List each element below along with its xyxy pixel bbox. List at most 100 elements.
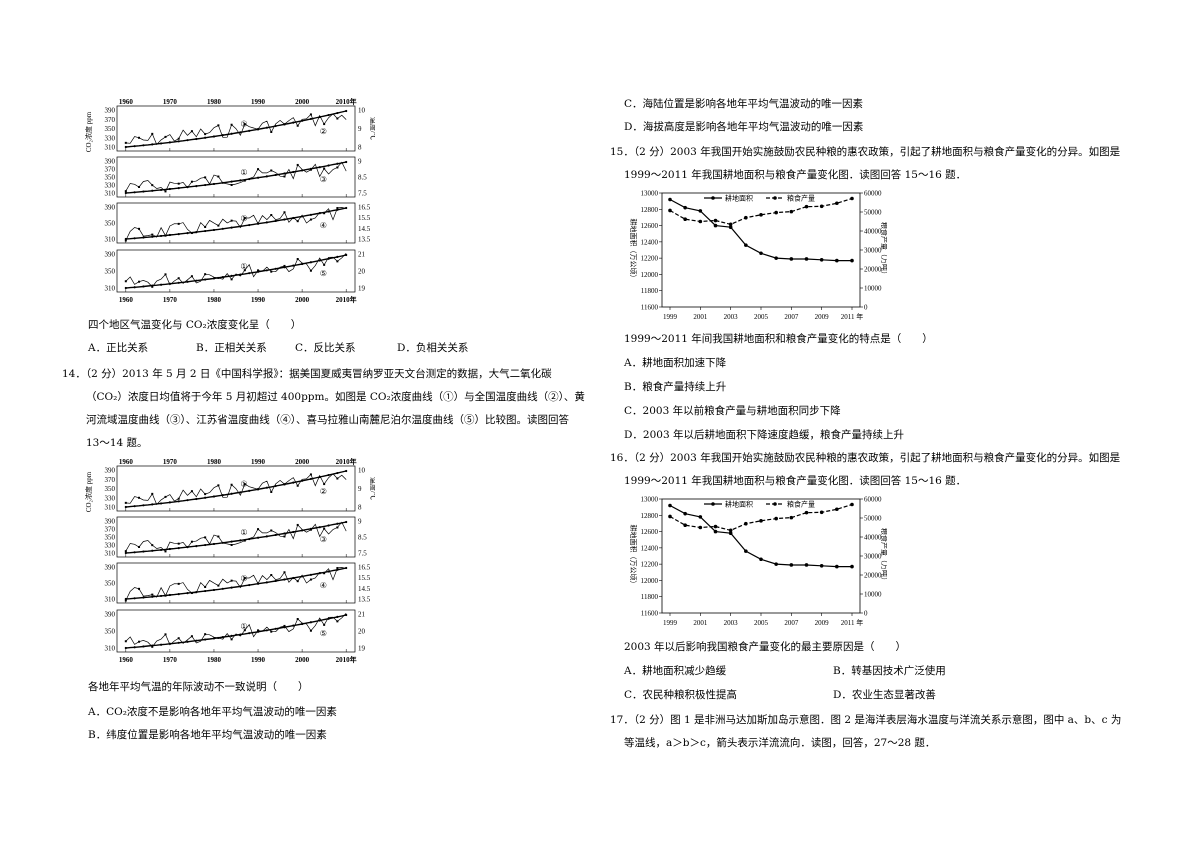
co2-tick-label: 310 (105, 550, 116, 558)
co2-point (221, 636, 224, 639)
q16-option-a[interactable]: A．耕地面积减少趋缓 (624, 665, 727, 677)
q16-option-c[interactable]: C．农民种粮积极性提高 (624, 689, 738, 701)
co2-point (177, 593, 180, 596)
temperature-point (336, 620, 339, 623)
q14-option-b[interactable]: B．纬度位置是影响各地年平均气温波动的唯一因素 (88, 729, 327, 741)
co2-point (124, 551, 127, 555)
panel-frame (116, 516, 356, 558)
temperature-point (190, 232, 193, 235)
co2-point (212, 182, 216, 186)
x-tick-label: 2009 (815, 619, 830, 627)
co2-point (204, 496, 207, 499)
temperature-point (138, 496, 141, 499)
temperature-point (151, 544, 154, 547)
data-point-farmland-area (759, 251, 763, 256)
temperature-point (124, 501, 127, 504)
q15-option-b[interactable]: B．粮食产量持续上升 (624, 381, 727, 393)
data-point-grain-production (789, 515, 794, 520)
q14-text-line: 河流域温度曲线（③）、江苏省温度曲线（④）、喜马拉雅山南麓尼泊尔温度曲线（⑤）比… (86, 414, 569, 426)
co2-point (133, 551, 136, 554)
x-tick-label: 2001 (693, 619, 708, 627)
temperature-point (138, 185, 141, 188)
co2-tick-label: 390 (105, 158, 116, 166)
q14-option-d[interactable]: D．海拔高度是影响各地年平均气温波动的唯一因素 (624, 121, 864, 133)
co2-point (327, 113, 330, 117)
temperature-point (283, 483, 286, 486)
temperature-point (190, 592, 193, 595)
curve-marker-co2: ① (240, 262, 247, 271)
bottom-year-label: 1990 (251, 296, 266, 304)
temperature-tick-label: 8.5 (358, 534, 367, 542)
temperature-axis-label: 温度/℃ (369, 117, 375, 140)
data-point-farmland-area (835, 258, 839, 263)
q15-option-d[interactable]: D．2003 年以后耕地面积下降速度趋缓，粮食产量持续上升 (624, 429, 904, 441)
co2-point (292, 170, 295, 174)
temperature-tick-label: 9 (358, 485, 362, 493)
data-point-grain-production (759, 519, 763, 523)
temperature-point (283, 175, 286, 178)
co2-point (274, 579, 277, 583)
q15-option-c[interactable]: C．2003 年以前粮食产量与耕地面积同步下降 (624, 405, 841, 417)
top-year-label: 1970 (163, 98, 178, 106)
data-point-farmland-area (683, 205, 687, 210)
series-line-farmland-area (669, 198, 852, 262)
co2-curve (125, 110, 347, 148)
q14-stem: 各地年平均气温的年际波动不一致说明（ ） (88, 681, 309, 693)
top-year-label: 2000 (295, 458, 310, 466)
q16-text-line: 1999～2011 年我国耕地面积与粮食产量变化图．读图回答 15～16 题． (624, 475, 967, 487)
plot-frame (661, 192, 861, 308)
co2-tick-label: 310 (105, 190, 116, 198)
q12-option-b[interactable]: B．正相关关系 (196, 342, 267, 354)
temperature-point (177, 542, 180, 545)
top-year-label: 1960 (119, 458, 134, 466)
co2-point (230, 634, 233, 637)
top-year-label: 1990 (251, 458, 266, 466)
x-tick-label: 2011 年 (841, 312, 864, 321)
co2-point (345, 469, 348, 473)
q12-option-a[interactable]: A．正比关系 (88, 342, 149, 354)
y-left-axis-label: 耕地面积（万公顷） (629, 525, 638, 588)
temperature-point (124, 239, 127, 242)
co2-point (159, 188, 163, 192)
co2-point (230, 492, 233, 495)
temperature-curve (125, 567, 347, 601)
co2-point (230, 226, 233, 229)
co2-point (133, 191, 136, 194)
co2-point (318, 166, 321, 169)
co2-point (248, 583, 251, 587)
q15-option-a[interactable]: A．耕地面积加速下降 (624, 357, 727, 369)
co2-point (230, 132, 233, 135)
data-point-grain-production (728, 222, 733, 227)
co2-point (327, 473, 330, 477)
curve-marker-co2: ① (240, 479, 247, 488)
temperature-tick-label: 10 (358, 107, 366, 115)
co2-point (151, 143, 154, 146)
temperature-point (243, 483, 246, 486)
bottom-year-label: 2010年 (336, 295, 357, 304)
plot-frame (661, 498, 861, 614)
co2-point (204, 229, 207, 233)
q12-option-d[interactable]: D．负相关关系 (397, 342, 469, 354)
data-point-farmland-area (850, 564, 854, 569)
co2-point (142, 236, 145, 239)
co2-point (212, 637, 216, 640)
temperature-tick-label: 13.5 (358, 236, 371, 244)
q16-option-d[interactable]: D．农业生态显著改善 (833, 689, 936, 701)
q16-option-b[interactable]: B．转基因技术广泛使用 (833, 665, 946, 677)
temperature-point (309, 113, 312, 116)
y-left-tick-label: 13000 (641, 190, 659, 198)
curve-marker-co2: ① (240, 119, 247, 128)
legend-label-grain-production: 粮食产量 (787, 194, 815, 203)
co2-point (309, 117, 313, 121)
co2-tick-label: 390 (105, 518, 116, 526)
temperature-tick-label: 21 (358, 251, 366, 259)
q14-option-c[interactable]: C．海陆位置是影响各地年平均气温波动的唯一因素 (624, 98, 864, 110)
q14-option-a[interactable]: A．CO₂浓度不是影响各地年平均气温波动的唯一因素 (88, 706, 337, 718)
temperature-point (190, 540, 193, 543)
q12-option-c[interactable]: C．反比关系 (295, 342, 356, 354)
temperature-point (230, 219, 233, 222)
bottom-year-label: 2000 (295, 656, 310, 664)
co2-point (221, 587, 224, 590)
co2-point (212, 228, 216, 232)
temperature-point (164, 234, 167, 237)
